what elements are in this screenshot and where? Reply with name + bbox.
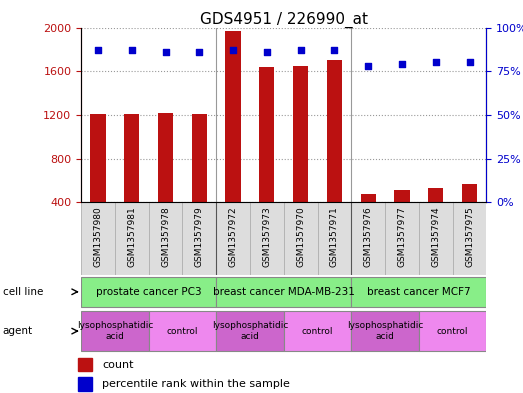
Point (330, 47, 338, 53)
Bar (317, 202, 351, 275)
Bar (351, 311, 419, 351)
Bar (149, 202, 183, 275)
Text: percentile rank within the sample: percentile rank within the sample (102, 379, 290, 389)
Text: prostate cancer PC3: prostate cancer PC3 (96, 287, 201, 297)
Bar (115, 202, 149, 275)
Point (263, 49, 271, 55)
Text: control: control (167, 327, 198, 336)
Point (398, 61, 406, 67)
Bar (81, 202, 115, 275)
Text: GSM1357970: GSM1357970 (296, 206, 305, 267)
Text: GSM1357974: GSM1357974 (431, 206, 440, 267)
Bar (81, 277, 216, 307)
Text: GSM1357981: GSM1357981 (127, 206, 136, 267)
Point (364, 63, 372, 69)
Text: breast cancer MDA-MB-231: breast cancer MDA-MB-231 (213, 287, 355, 297)
Bar (90, 114, 106, 202)
Point (229, 47, 237, 53)
Point (94, 47, 102, 53)
Point (465, 59, 474, 66)
Text: GSM1357975: GSM1357975 (465, 206, 474, 267)
Text: lysophosphatidic
acid: lysophosphatidic acid (347, 321, 423, 341)
Text: cell line: cell line (3, 287, 43, 297)
Text: count: count (102, 360, 133, 370)
Bar (462, 184, 477, 202)
Text: control: control (437, 327, 469, 336)
Point (128, 47, 136, 53)
Bar (327, 60, 342, 202)
Bar (216, 311, 283, 351)
Bar (124, 114, 139, 202)
Point (161, 49, 169, 55)
Bar (81, 311, 149, 351)
Bar (452, 202, 486, 275)
Title: GDS4951 / 226990_at: GDS4951 / 226990_at (200, 11, 368, 28)
Text: GSM1357977: GSM1357977 (397, 206, 406, 267)
Text: GSM1357976: GSM1357976 (363, 206, 373, 267)
Bar (158, 113, 173, 202)
Point (297, 47, 305, 53)
Text: lysophosphatidic
acid: lysophosphatidic acid (212, 321, 288, 341)
Text: agent: agent (3, 326, 33, 336)
Bar (283, 202, 317, 275)
Bar (216, 202, 250, 275)
Text: GSM1357978: GSM1357978 (161, 206, 170, 267)
Bar (283, 311, 351, 351)
Bar (149, 311, 216, 351)
Bar (394, 190, 410, 202)
Bar (428, 188, 444, 202)
Bar (192, 114, 207, 202)
Text: breast cancer MCF7: breast cancer MCF7 (367, 287, 471, 297)
Bar (78, 358, 92, 371)
Point (431, 59, 440, 66)
Bar (216, 277, 351, 307)
Bar (385, 202, 419, 275)
Text: GSM1357979: GSM1357979 (195, 206, 204, 267)
Bar (351, 202, 385, 275)
Bar (259, 67, 275, 202)
Point (195, 49, 203, 55)
Text: GSM1357971: GSM1357971 (330, 206, 339, 267)
Bar (419, 202, 452, 275)
Bar (250, 202, 283, 275)
Text: GSM1357972: GSM1357972 (229, 206, 237, 267)
Bar (183, 202, 216, 275)
Bar (225, 31, 241, 202)
Text: control: control (302, 327, 333, 336)
Bar (351, 277, 486, 307)
Bar (78, 377, 92, 391)
Bar (419, 311, 486, 351)
Bar (293, 66, 308, 202)
Text: GSM1357980: GSM1357980 (94, 206, 103, 267)
Bar (360, 194, 376, 202)
Text: GSM1357973: GSM1357973 (263, 206, 271, 267)
Text: lysophosphatidic
acid: lysophosphatidic acid (77, 321, 153, 341)
